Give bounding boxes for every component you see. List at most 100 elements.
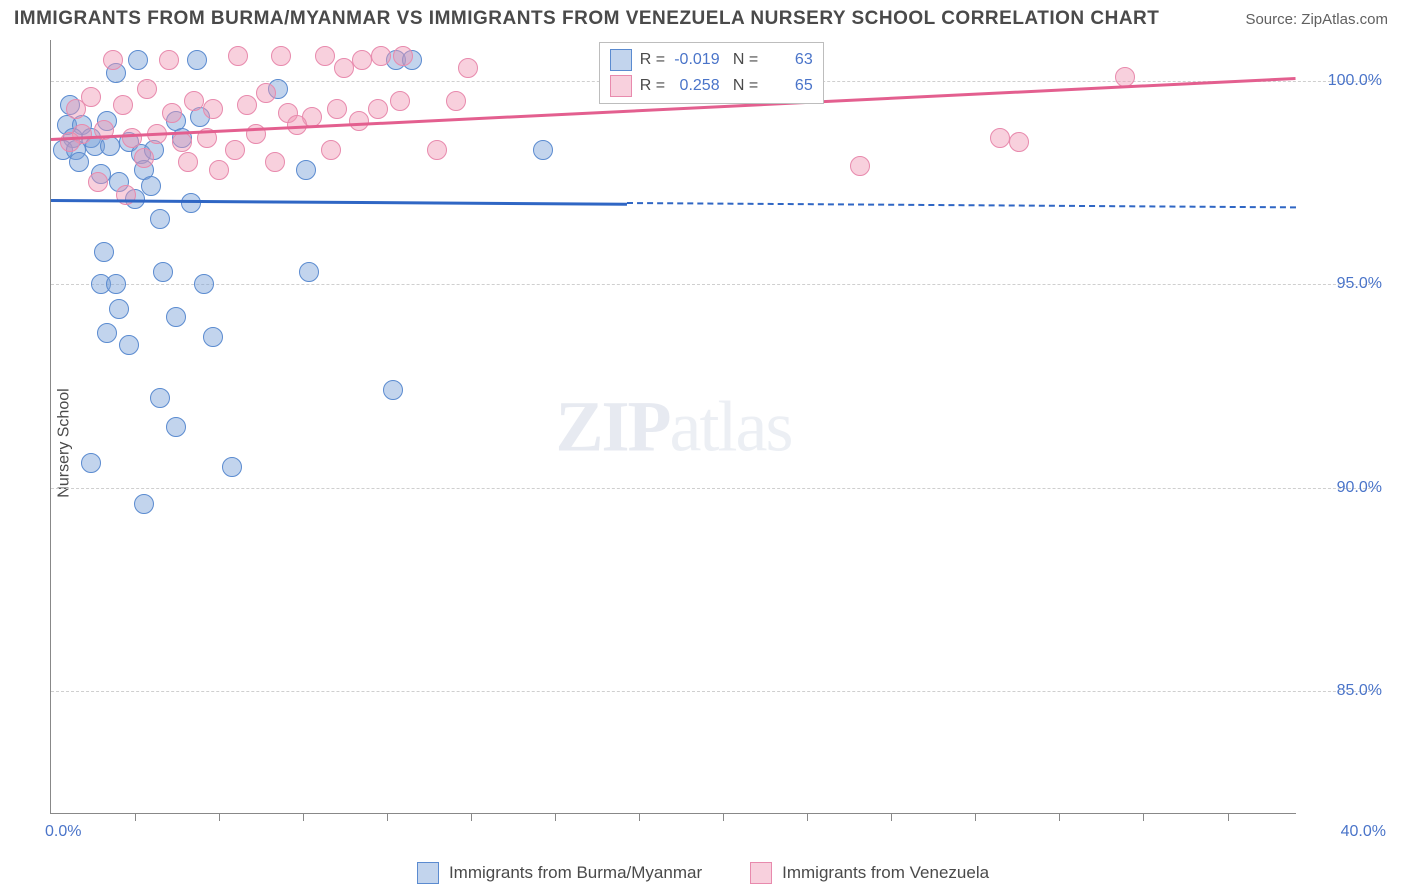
legend-swatch-b <box>750 862 772 884</box>
legend-item-series-b: Immigrants from Venezuela <box>750 862 989 884</box>
data-point <box>134 494 154 514</box>
y-tick-label: 95.0% <box>1337 275 1382 293</box>
y-tick-label: 90.0% <box>1337 479 1382 497</box>
data-point <box>1009 132 1029 152</box>
data-point <box>222 457 242 477</box>
data-point <box>1115 67 1135 87</box>
data-point <box>446 91 466 111</box>
data-point <box>97 323 117 343</box>
regression-line <box>627 202 1296 208</box>
data-point <box>162 103 182 123</box>
chart-header: IMMIGRANTS FROM BURMA/MYANMAR VS IMMIGRA… <box>0 0 1406 34</box>
x-tick <box>723 813 724 821</box>
data-point <box>256 83 276 103</box>
x-tick <box>975 813 976 821</box>
data-point <box>181 193 201 213</box>
scatter-plot: ZIPatlas 85.0%90.0%95.0%100.0%0.0%40.0%R… <box>50 40 1296 814</box>
data-point <box>296 160 316 180</box>
x-tick <box>219 813 220 821</box>
data-point <box>194 274 214 294</box>
x-max-label: 40.0% <box>1341 823 1386 841</box>
y-tick-label: 85.0% <box>1337 682 1382 700</box>
legend-row: R = 0.258 N = 65 <box>610 73 813 99</box>
y-tick-label: 100.0% <box>1328 72 1382 90</box>
data-point <box>349 111 369 131</box>
data-point <box>187 50 207 70</box>
data-point <box>383 380 403 400</box>
watermark: ZIPatlas <box>556 385 792 468</box>
data-point <box>178 152 198 172</box>
data-point <box>134 148 154 168</box>
data-point <box>321 140 341 160</box>
x-tick <box>891 813 892 821</box>
data-point <box>265 152 285 172</box>
legend-swatch <box>610 75 632 97</box>
data-point <box>172 132 192 152</box>
gridline <box>51 284 1376 285</box>
x-tick <box>303 813 304 821</box>
legend-swatch-a <box>417 862 439 884</box>
data-point <box>128 50 148 70</box>
data-point <box>159 50 179 70</box>
data-point <box>990 128 1010 148</box>
chart-title: IMMIGRANTS FROM BURMA/MYANMAR VS IMMIGRA… <box>14 8 1159 30</box>
x-tick <box>135 813 136 821</box>
data-point <box>106 274 126 294</box>
legend-item-series-a: Immigrants from Burma/Myanmar <box>417 862 702 884</box>
data-point <box>315 46 335 66</box>
data-point <box>228 46 248 66</box>
data-point <box>119 335 139 355</box>
data-point <box>103 50 123 70</box>
x-tick <box>1059 813 1060 821</box>
x-tick <box>807 813 808 821</box>
data-point <box>184 91 204 111</box>
data-point <box>371 46 391 66</box>
data-point <box>271 46 291 66</box>
x-tick <box>639 813 640 821</box>
data-point <box>533 140 553 160</box>
gridline <box>51 488 1376 489</box>
data-point <box>327 99 347 119</box>
data-point <box>225 140 245 160</box>
chart-source: Source: ZipAtlas.com <box>1245 11 1388 28</box>
data-point <box>203 327 223 347</box>
data-point <box>368 99 388 119</box>
legend-label-a: Immigrants from Burma/Myanmar <box>449 863 702 883</box>
data-point <box>81 453 101 473</box>
data-point <box>166 307 186 327</box>
x-tick <box>1143 813 1144 821</box>
data-point <box>209 160 229 180</box>
plot-wrapper: Nursery School ZIPatlas 85.0%90.0%95.0%1… <box>14 40 1392 846</box>
bottom-legend: Immigrants from Burma/Myanmar Immigrants… <box>0 862 1406 884</box>
data-point <box>458 58 478 78</box>
data-point <box>137 79 157 99</box>
x-tick <box>471 813 472 821</box>
data-point <box>122 128 142 148</box>
legend-label-b: Immigrants from Venezuela <box>782 863 989 883</box>
data-point <box>69 152 89 172</box>
data-point <box>113 95 133 115</box>
correlation-legend: R = -0.019 N = 63R = 0.258 N = 65 <box>599 42 824 104</box>
data-point <box>109 299 129 319</box>
data-point <box>166 417 186 437</box>
x-min-label: 0.0% <box>45 823 81 841</box>
data-point <box>237 95 257 115</box>
data-point <box>88 172 108 192</box>
data-point <box>94 242 114 262</box>
data-point <box>390 91 410 111</box>
data-point <box>81 87 101 107</box>
data-point <box>203 99 223 119</box>
data-point <box>352 50 372 70</box>
data-point <box>60 132 80 152</box>
x-tick <box>1228 813 1229 821</box>
data-point <box>299 262 319 282</box>
gridline <box>51 691 1376 692</box>
legend-row: R = -0.019 N = 63 <box>610 47 813 73</box>
x-tick <box>555 813 556 821</box>
x-tick <box>387 813 388 821</box>
data-point <box>150 209 170 229</box>
data-point <box>150 388 170 408</box>
data-point <box>393 46 413 66</box>
data-point <box>850 156 870 176</box>
legend-swatch <box>610 49 632 71</box>
